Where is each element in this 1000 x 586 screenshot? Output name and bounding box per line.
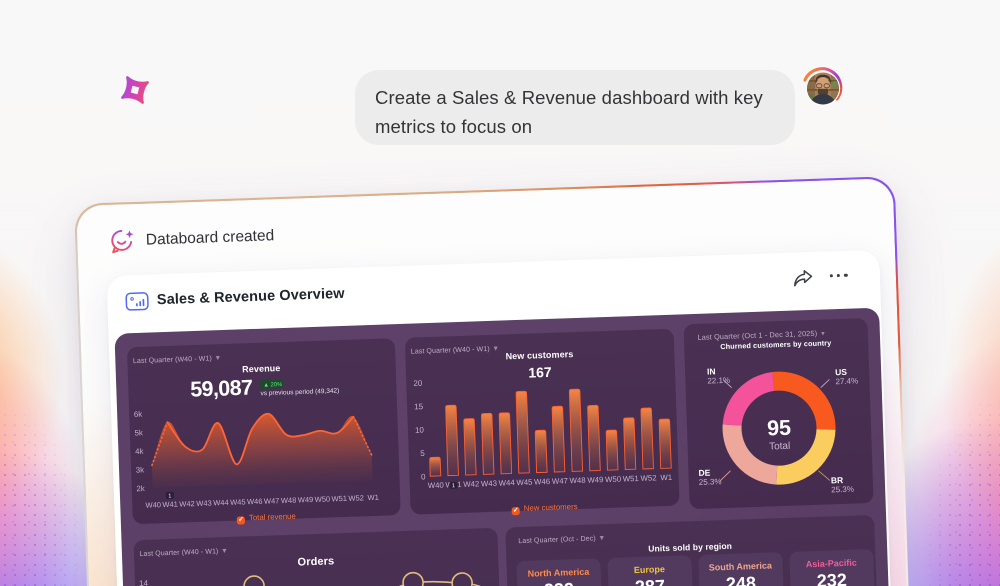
svg-text:Total: Total [769,440,790,452]
svg-text:59,087: 59,087 [189,375,253,401]
svg-text:US: US [835,366,847,376]
svg-text:W1: W1 [367,492,379,501]
svg-text:W48: W48 [569,476,585,486]
svg-text:20: 20 [413,379,423,388]
svg-text:1: 1 [168,493,171,499]
svg-text:vs previous period (49,342): vs previous period (49,342) [260,387,339,397]
svg-text:25.3%: 25.3% [698,477,721,487]
svg-text:22.1%: 22.1% [707,375,730,385]
svg-text:BR: BR [830,475,843,485]
svg-text:95: 95 [766,415,791,440]
svg-text:W40: W40 [427,481,444,491]
svg-text:IN: IN [706,366,715,376]
svg-text:W46: W46 [534,477,550,487]
svg-text:25.3%: 25.3% [831,484,854,494]
svg-text:DE: DE [698,467,710,477]
svg-text:W40: W40 [145,500,161,510]
svg-text:5k: 5k [134,428,143,437]
svg-text:W52: W52 [640,473,656,483]
svg-text:W46: W46 [246,496,262,506]
svg-text:4k: 4k [135,446,144,455]
svg-text:W50: W50 [314,494,330,504]
svg-text:W42: W42 [463,479,479,489]
svg-text:W51: W51 [622,474,638,484]
svg-text:1: 1 [451,483,454,489]
svg-text:14: 14 [138,578,148,586]
svg-text:167: 167 [528,364,552,381]
svg-text:W44: W44 [498,478,515,488]
svg-text:5: 5 [420,449,425,458]
svg-text:W48: W48 [280,495,296,505]
svg-text:W47: W47 [551,476,567,486]
svg-text:W43: W43 [480,479,496,489]
svg-text:W41: W41 [162,499,178,509]
svg-text:3k: 3k [135,465,144,474]
svg-text:0: 0 [420,472,425,481]
svg-text:27.4%: 27.4% [835,376,858,386]
svg-text:W49: W49 [587,475,603,485]
svg-text:W44: W44 [213,498,229,508]
svg-text:W52: W52 [348,493,364,503]
svg-text:2k: 2k [136,484,145,493]
svg-text:W45: W45 [516,478,533,488]
svg-text:15: 15 [414,402,424,411]
svg-text:W47: W47 [263,496,279,506]
svg-text:W45: W45 [230,497,246,507]
svg-text:W51: W51 [331,493,347,503]
svg-text:W49: W49 [297,495,313,505]
svg-text:6k: 6k [133,409,142,418]
svg-text:W42: W42 [179,499,195,509]
svg-text:W43: W43 [196,498,212,508]
svg-text:10: 10 [414,426,424,435]
svg-text:W1: W1 [660,473,672,482]
svg-text:W50: W50 [605,475,622,485]
svg-text:▲ 20%: ▲ 20% [263,382,282,389]
